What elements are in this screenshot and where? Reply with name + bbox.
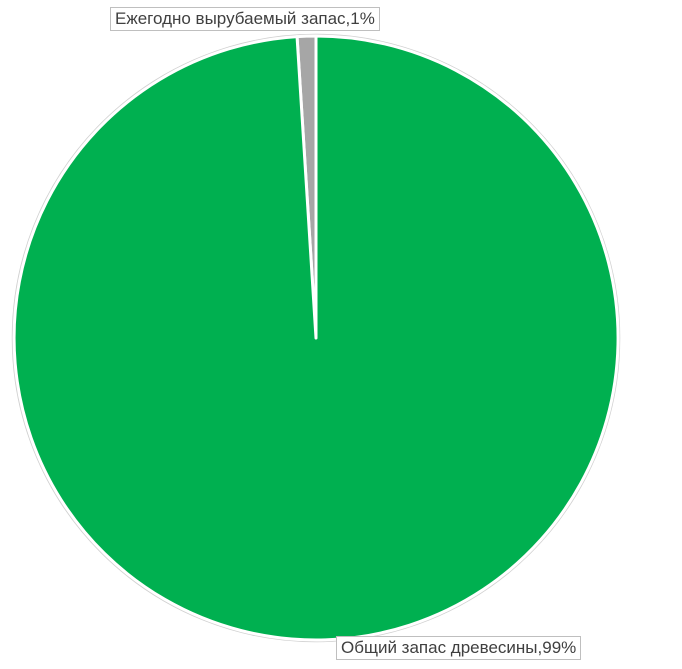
data-label-annual-cut: Ежегодно вырубаемый запас,1% (110, 7, 380, 31)
pie-slice-total-stock (12, 34, 620, 642)
data-label-total-stock: Общий запас древесины,99% (336, 636, 582, 660)
